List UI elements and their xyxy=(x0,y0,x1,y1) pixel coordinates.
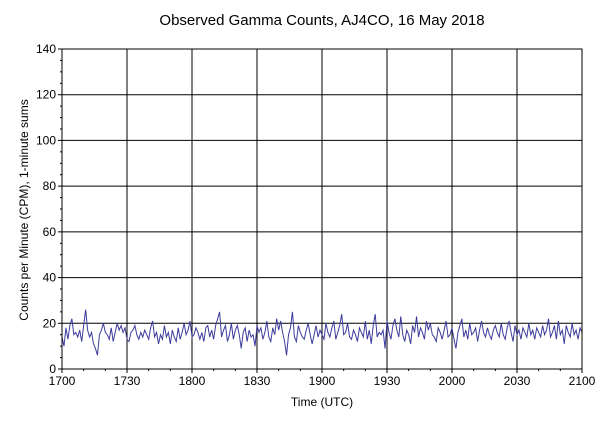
y-axis-label: Counts per Minute (CPM), 1-minute sums xyxy=(17,99,31,320)
grid xyxy=(62,49,582,369)
x-tick-label: 1730 xyxy=(114,374,141,388)
y-tick-label: 120 xyxy=(36,88,56,102)
series-group xyxy=(61,309,583,356)
y-tick-label: 80 xyxy=(43,179,57,193)
series-line-0 xyxy=(61,309,583,356)
y-tick-label: 100 xyxy=(36,133,56,147)
x-tick-label: 2000 xyxy=(439,374,466,388)
x-tick-label: 1830 xyxy=(244,374,271,388)
x-tick-label: 2030 xyxy=(504,374,531,388)
x-tick-label: 1800 xyxy=(179,374,206,388)
x-tick-label: 1900 xyxy=(309,374,336,388)
y-tick-label: 40 xyxy=(43,271,57,285)
x-tick-label: 1930 xyxy=(374,374,401,388)
y-tick-label: 0 xyxy=(49,362,56,376)
x-tick-label: 2100 xyxy=(569,374,596,388)
y-tick-label: 20 xyxy=(43,316,57,330)
x-axis-label: Time (UTC) xyxy=(291,395,353,409)
y-tick-label: 60 xyxy=(43,225,57,239)
y-tick-label: 140 xyxy=(36,42,56,56)
x-tick-label: 1700 xyxy=(49,374,76,388)
chart-title: Observed Gamma Counts, AJ4CO, 16 May 201… xyxy=(159,12,484,29)
tick-labels: 1700 1730 1800 1830 1900 1930 2000 2030 2100 0 20 4… xyxy=(36,42,596,388)
axis-ticks xyxy=(58,48,583,373)
plot-frame xyxy=(61,48,583,370)
